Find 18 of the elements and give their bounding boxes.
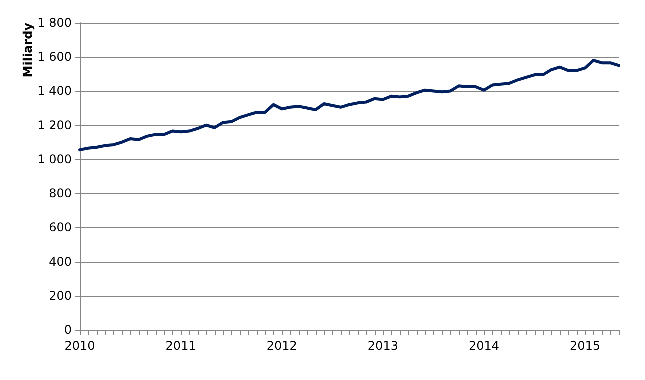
y-tick-label: 1 600 <box>38 50 72 64</box>
y-tick-label: 200 <box>49 288 72 303</box>
y-tick-label: 1 400 <box>38 84 72 98</box>
x-tick-label: 2014 <box>468 339 500 353</box>
y-tick-label: 600 <box>49 220 72 235</box>
x-tick-label: 2010 <box>64 339 96 353</box>
y-axis-title: Miliardy <box>21 22 35 78</box>
x-tick-label: 2013 <box>368 339 398 353</box>
y-tick-label: 1 000 <box>38 152 72 166</box>
line-series <box>78 59 620 152</box>
y-tick-label: 1 800 <box>38 16 72 30</box>
y-tick-label: 400 <box>49 254 72 269</box>
y-tick-label: 1 200 <box>38 118 72 132</box>
x-tick-label: 2012 <box>266 339 298 353</box>
x-tick-label: 2015 <box>570 339 601 353</box>
y-tick-label: 800 <box>49 186 72 201</box>
x-tick-label: 2011 <box>166 339 196 353</box>
y-tick-label: 0 <box>64 323 72 337</box>
